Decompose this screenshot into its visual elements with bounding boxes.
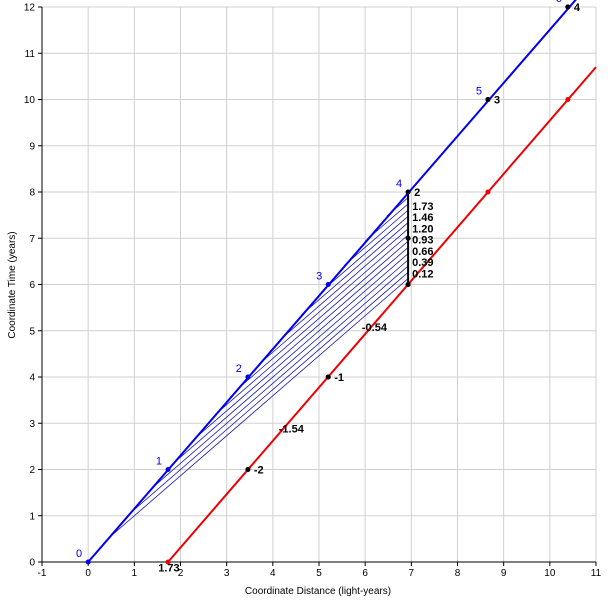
x-tick-label: 11 [591, 568, 602, 579]
hatch-line [151, 265, 409, 489]
hatch-line [279, 228, 409, 340]
x-tick-label: 5 [316, 568, 322, 579]
y-tick-label: 3 [29, 419, 35, 430]
x-tick-label: 8 [455, 568, 461, 579]
series-point-red [485, 189, 491, 195]
y-tick-label: 6 [29, 280, 35, 291]
hatch-line [258, 234, 409, 365]
x-tick-label: 1 [132, 568, 138, 579]
annotation-label: -0.54 [362, 322, 388, 334]
hatch-line [215, 247, 409, 415]
y-tick-label: 7 [29, 234, 35, 245]
point-label: 6 [556, 0, 562, 5]
segment-label: 1.46 [412, 212, 433, 224]
black-point [325, 374, 331, 380]
labels: 0123456-2-12341.731.461.200.930.660.390.… [76, 0, 581, 574]
x-tick-label: 3 [224, 568, 230, 579]
hatch-line [237, 240, 409, 390]
x-tick-label: 2 [178, 568, 184, 579]
point-label: 1 [156, 456, 162, 468]
x-tick-label: 10 [544, 568, 556, 579]
hatch-line [130, 272, 409, 513]
black-point-label: -2 [254, 465, 264, 477]
series-point-blue [85, 559, 91, 565]
markers [85, 4, 571, 565]
y-tick-label: 5 [29, 326, 35, 337]
segment-label: 0.93 [412, 235, 433, 247]
x-tick-label: -1 [38, 568, 47, 579]
point-label: 2 [236, 363, 242, 375]
segment-label: 1.73 [412, 201, 433, 213]
segment-label: 0.66 [412, 246, 433, 258]
annotation-label: 1.73 [158, 562, 179, 574]
series-point-red [565, 97, 571, 102]
series-point-blue [325, 282, 331, 287]
x-tick-label: 6 [362, 568, 368, 579]
hatch-line [322, 216, 409, 291]
black-point [485, 97, 491, 102]
segment-label: 0.39 [412, 257, 433, 269]
x-tick-label: 7 [409, 568, 415, 579]
point-label: 3 [316, 271, 322, 283]
segment-label: 0.12 [412, 268, 433, 280]
point-label: 0 [76, 548, 82, 560]
y-tick-label: 8 [29, 188, 35, 199]
point-label: 5 [476, 86, 482, 98]
series-point-red [165, 559, 171, 565]
black-point [405, 282, 411, 287]
x-axis-title: Coordinate Distance (light-years) [245, 586, 391, 597]
hatch-line [109, 278, 409, 538]
series-point-blue [245, 374, 251, 380]
hatch-region [109, 197, 409, 538]
grid [41, 6, 597, 563]
y-tick-label: 1 [29, 511, 35, 522]
y-tick-label: 11 [25, 49, 36, 60]
x-tick-label: 9 [501, 568, 507, 579]
y-tick-label: 2 [29, 465, 35, 476]
hatch-line [343, 209, 409, 266]
black-point [245, 467, 251, 472]
y-tick-label: 0 [29, 558, 35, 569]
y-tick-label: 9 [29, 141, 35, 152]
series-point-blue [165, 467, 171, 472]
x-tick-label: 4 [270, 568, 276, 579]
x-tick-label: 0 [85, 568, 91, 579]
segment-label: 1.20 [412, 223, 433, 235]
y-tick-label: 12 [24, 3, 36, 14]
series-line-red [167, 66, 597, 563]
black-point-label: 2 [414, 187, 420, 199]
y-tick-label: 10 [24, 95, 36, 106]
black-point [405, 235, 411, 241]
y-tick-label: 4 [29, 373, 35, 384]
annotation-label: -1.54 [279, 424, 305, 436]
black-point [565, 4, 571, 10]
black-point [405, 189, 411, 195]
black-point-label: -1 [334, 372, 344, 384]
y-axis-title: Coordinate Time (years) [7, 231, 18, 338]
point-label: 4 [396, 178, 402, 190]
hatch-line [301, 222, 409, 316]
hatch-line [194, 253, 409, 439]
black-point-label: 3 [494, 95, 500, 107]
hatch-line [173, 259, 409, 464]
black-point-label: 4 [574, 2, 581, 14]
